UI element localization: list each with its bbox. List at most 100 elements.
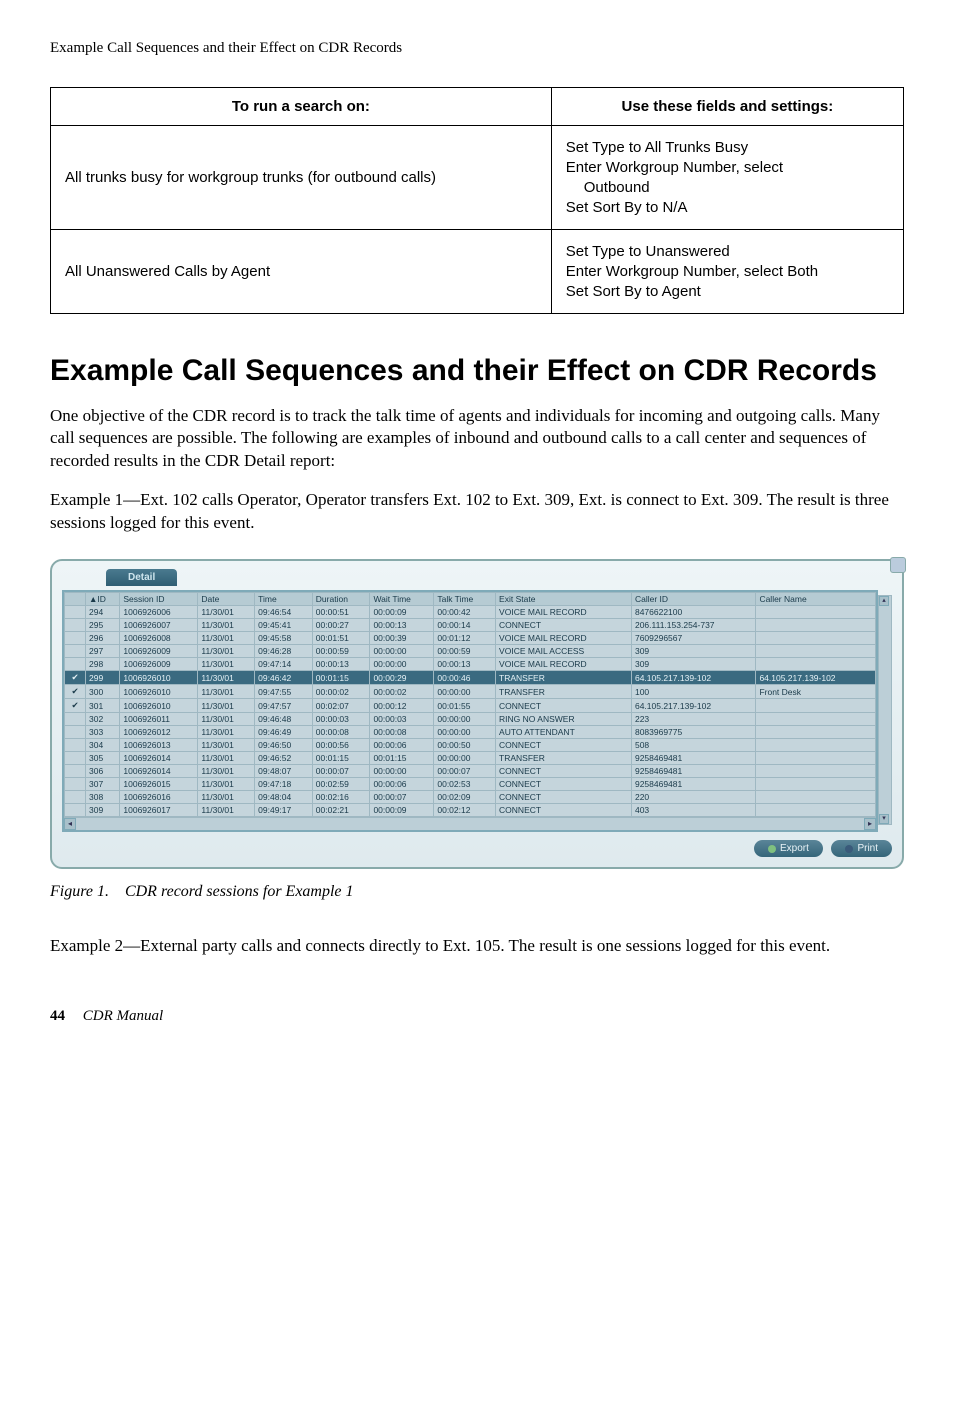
detail-grid: ▲IDSession IDDateTimeDurationWait TimeTa… — [64, 592, 876, 817]
grid-column-header[interactable]: Talk Time — [434, 593, 496, 606]
row-checkbox[interactable] — [65, 778, 86, 791]
grid-cell: CONNECT — [496, 778, 632, 791]
grid-column-header[interactable]: ▲ID — [86, 593, 120, 606]
grid-column-header[interactable]: Exit State — [496, 593, 632, 606]
table-row[interactable]: 303100692601211/30/0109:46:4900:00:0800:… — [65, 726, 876, 739]
grid-cell: 8476622100 — [631, 606, 755, 619]
table-row[interactable]: ✔301100692601011/30/0109:47:5700:02:0700… — [65, 699, 876, 713]
table-row[interactable]: 307100692601511/30/0109:47:1800:02:5900:… — [65, 778, 876, 791]
scroll-right-icon[interactable]: ▸ — [864, 818, 876, 830]
row-checkbox[interactable] — [65, 765, 86, 778]
grid-cell: 1006926014 — [120, 752, 198, 765]
grid-cell: 09:47:57 — [255, 699, 313, 713]
row-checkbox[interactable]: ✔ — [65, 685, 86, 699]
table-row[interactable]: 306100692601411/30/0109:48:0700:00:0700:… — [65, 765, 876, 778]
grid-cell: TRANSFER — [496, 752, 632, 765]
grid-column-header[interactable]: Session ID — [120, 593, 198, 606]
grid-cell: 00:00:07 — [370, 791, 434, 804]
settings-cell: Set Type to All Trunks BusyEnter Workgro… — [551, 126, 903, 230]
row-checkbox[interactable] — [65, 713, 86, 726]
settings-cell: Set Type to UnansweredEnter Workgroup Nu… — [551, 230, 903, 314]
grid-cell — [756, 658, 876, 671]
grid-cell: 00:01:15 — [370, 752, 434, 765]
grid-cell: 302 — [86, 713, 120, 726]
table-row[interactable]: 305100692601411/30/0109:46:5200:01:1500:… — [65, 752, 876, 765]
row-checkbox[interactable] — [65, 632, 86, 645]
grid-column-header[interactable]: Time — [255, 593, 313, 606]
grid-cell: 09:46:54 — [255, 606, 313, 619]
grid-column-header[interactable]: Caller ID — [631, 593, 755, 606]
table-row[interactable]: 298100692600911/30/0109:47:1400:00:1300:… — [65, 658, 876, 671]
row-checkbox[interactable] — [65, 804, 86, 817]
grid-column-header[interactable]: Wait Time — [370, 593, 434, 606]
page-footer: 44 CDR Manual — [50, 1008, 904, 1025]
scroll-left-icon[interactable]: ◂ — [64, 818, 76, 830]
grid-cell — [756, 739, 876, 752]
grid-column-header[interactable]: Duration — [312, 593, 370, 606]
h-scrollbar[interactable]: ◂ ▸ — [64, 817, 876, 830]
grid-cell: RING NO ANSWER — [496, 713, 632, 726]
grid-cell: 00:00:59 — [434, 645, 496, 658]
grid-cell: 00:01:55 — [434, 699, 496, 713]
figure-caption: Figure 1. CDR record sessions for Exampl… — [50, 883, 904, 901]
row-checkbox[interactable] — [65, 606, 86, 619]
grid-cell: 09:48:07 — [255, 765, 313, 778]
row-checkbox[interactable]: ✔ — [65, 671, 86, 685]
grid-cell: 298 — [86, 658, 120, 671]
grid-column-header[interactable]: Caller Name — [756, 593, 876, 606]
row-checkbox[interactable] — [65, 619, 86, 632]
v-scrollbar[interactable]: ▴ ▾ — [878, 595, 892, 825]
row-checkbox[interactable] — [65, 752, 86, 765]
table-row[interactable]: 294100692600611/30/0109:46:5400:00:5100:… — [65, 606, 876, 619]
grid-cell: 09:46:49 — [255, 726, 313, 739]
row-checkbox[interactable]: ✔ — [65, 699, 86, 713]
table-row[interactable]: 302100692601111/30/0109:46:4800:00:0300:… — [65, 713, 876, 726]
row-checkbox[interactable] — [65, 645, 86, 658]
grid-cell — [756, 606, 876, 619]
grid-cell: 11/30/01 — [198, 713, 255, 726]
row-checkbox[interactable] — [65, 658, 86, 671]
grid-cell: 309 — [86, 804, 120, 817]
export-button[interactable]: Export — [754, 840, 823, 857]
close-icon[interactable] — [890, 557, 906, 573]
running-head: Example Call Sequences and their Effect … — [50, 40, 904, 57]
grid-cell: 00:00:00 — [434, 752, 496, 765]
grid-cell: 11/30/01 — [198, 791, 255, 804]
table-row[interactable]: 295100692600711/30/0109:45:4100:00:2700:… — [65, 619, 876, 632]
grid-cell: 00:00:08 — [370, 726, 434, 739]
grid-cell: 9258469481 — [631, 778, 755, 791]
grid-cell: VOICE MAIL RECORD — [496, 606, 632, 619]
grid-cell — [756, 699, 876, 713]
detail-tab[interactable]: Detail — [106, 569, 177, 586]
table-row[interactable]: 308100692601611/30/0109:48:0400:02:1600:… — [65, 791, 876, 804]
table-row[interactable]: 309100692601711/30/0109:49:1700:02:2100:… — [65, 804, 876, 817]
grid-cell: 00:00:09 — [370, 804, 434, 817]
grid-cell: 308 — [86, 791, 120, 804]
grid-cell: 306 — [86, 765, 120, 778]
settings-table: To run a search on: Use these fields and… — [50, 87, 904, 314]
grid-cell: 00:00:46 — [434, 671, 496, 685]
grid-cell: 09:46:50 — [255, 739, 313, 752]
table-row[interactable]: 296100692600811/30/0109:45:5800:01:5100:… — [65, 632, 876, 645]
scroll-down-icon[interactable]: ▾ — [879, 814, 889, 824]
grid-cell: 00:01:15 — [312, 752, 370, 765]
row-checkbox[interactable] — [65, 726, 86, 739]
grid-column-header[interactable]: Date — [198, 593, 255, 606]
grid-cell: 09:47:14 — [255, 658, 313, 671]
grid-cell: 11/30/01 — [198, 606, 255, 619]
row-checkbox[interactable] — [65, 791, 86, 804]
scroll-up-icon[interactable]: ▴ — [879, 596, 889, 606]
table-row[interactable]: ✔300100692601011/30/0109:47:5500:00:0200… — [65, 685, 876, 699]
grid-cell: 1006926014 — [120, 765, 198, 778]
grid-cell: 7609296567 — [631, 632, 755, 645]
table-row[interactable]: ✔299100692601011/30/0109:46:4200:01:1500… — [65, 671, 876, 685]
section-title: Example Call Sequences and their Effect … — [50, 354, 904, 389]
table-row[interactable]: 297100692600911/30/0109:46:2800:00:5900:… — [65, 645, 876, 658]
grid-column-header[interactable] — [65, 593, 86, 606]
table-row[interactable]: 304100692601311/30/0109:46:5000:00:5600:… — [65, 739, 876, 752]
grid-cell: 00:00:42 — [434, 606, 496, 619]
print-label: Print — [857, 843, 878, 854]
grid-cell — [756, 645, 876, 658]
print-button[interactable]: Print — [831, 840, 892, 857]
row-checkbox[interactable] — [65, 739, 86, 752]
